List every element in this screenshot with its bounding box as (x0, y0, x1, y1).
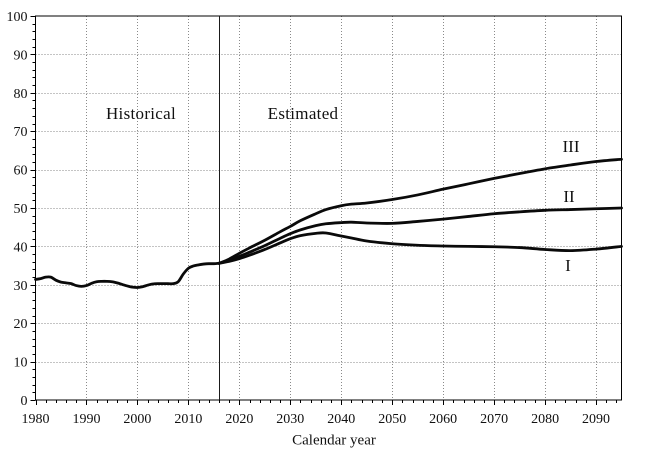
gridlines (35, 16, 622, 400)
y-tick-label: 70 (14, 125, 28, 140)
series-curve-historical (34, 261, 221, 289)
x-tick-label: 2020 (225, 412, 253, 427)
x-tick-label: 2040 (327, 412, 355, 427)
y-tick-label: 90 (14, 48, 28, 63)
x-tick-label: 2060 (429, 412, 457, 427)
y-tick-label: 40 (14, 240, 28, 255)
y-tick-label: 60 (14, 164, 28, 179)
tick-labels: 1980 1990 2000 2010 2020 2030 2040 2050 2060 2070… (7, 10, 611, 427)
series-curve-iii (217, 157, 623, 265)
data-series (34, 157, 623, 289)
series-label-alternative-2: II (563, 187, 575, 206)
series-curve-i (217, 231, 623, 265)
y-tick-label: 30 (14, 279, 28, 294)
y-tick-label: 0 (21, 394, 28, 409)
x-tick-label: 2030 (276, 412, 304, 427)
x-tick-label: 2010 (174, 412, 202, 427)
x-tick-label: 2050 (378, 412, 406, 427)
x-axis-title: Calendar year (292, 432, 376, 449)
x-tick-label: 2090 (582, 412, 610, 427)
y-tick-label: 50 (14, 202, 28, 217)
y-tick-label: 80 (14, 87, 28, 102)
x-tick-label: 2080 (531, 412, 559, 427)
y-tick-label: 10 (14, 356, 28, 371)
x-tick-label: 2000 (123, 412, 151, 427)
estimated-region-label: Estimated (267, 104, 339, 123)
x-tick-label: 1990 (72, 412, 100, 427)
x-tick-label: 2070 (480, 412, 508, 427)
x-tick-label: 1980 (22, 412, 50, 427)
series-label-alternative-1: I (565, 256, 571, 275)
y-tick-label: 100 (7, 10, 28, 25)
series-label-alternative-3: III (562, 137, 580, 156)
series-curve-ii (217, 206, 623, 265)
y-tick-label: 20 (14, 317, 28, 332)
historical-region-label: Historical (105, 104, 177, 123)
